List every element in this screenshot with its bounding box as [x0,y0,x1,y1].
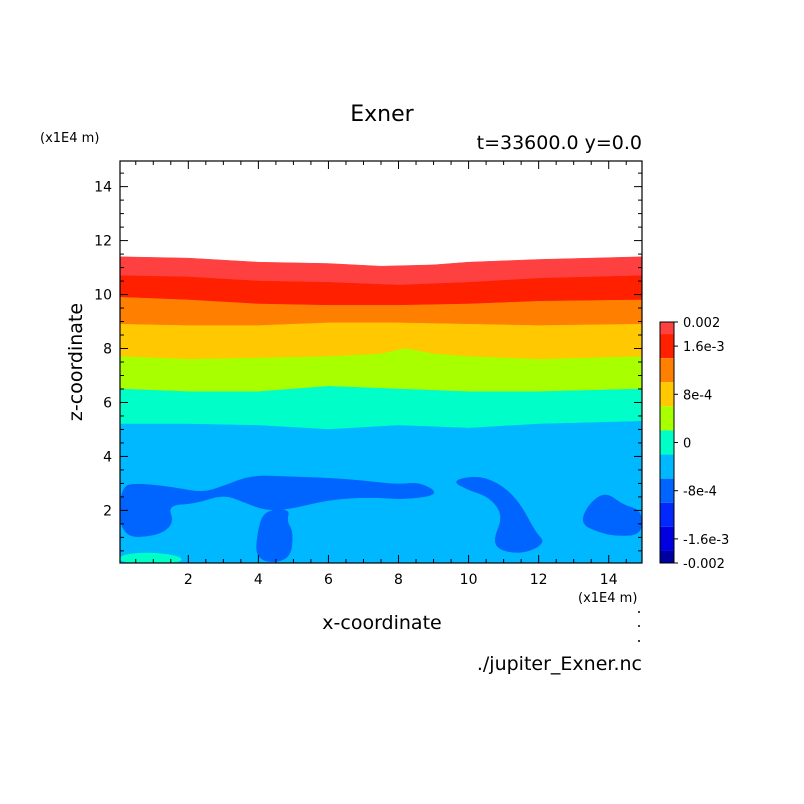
colorbar-swatch-1 [660,334,674,359]
y-tick-label: 14 [94,180,112,196]
y-axis-label: z-coordinate [65,303,87,421]
contour-region-0 [120,475,435,562]
contour-region-2 [582,494,642,536]
colorbar-swatch-10 [660,550,674,563]
y-tick-label: 6 [103,395,112,411]
x-tick-label: 4 [254,572,263,588]
colorbar: 0.002 1.6e-3 8e-4 0 -8e-4 -1.6e-3 -0.002 [659,316,729,572]
colorbar-swatch-0 [660,322,674,335]
marker-dot [638,611,640,613]
marker-dot [638,640,640,642]
x-tick-label: 2 [184,572,193,588]
axes: 2 4 6 8 10 12 14 2 4 6 8 10 12 14 [94,161,642,642]
y-tick-label: 4 [103,449,112,465]
colorbar-tick-label: 0.002 [683,316,720,331]
colorbar-tick-label: -8e-4 [683,485,717,500]
colorbar-swatch-7 [660,478,674,503]
contour-field [120,161,642,563]
colorbar-swatch-2 [660,358,674,383]
x-tick-label: 8 [394,572,403,588]
y-tick-label: 12 [94,234,112,250]
colorbar-tick-label: 0 [683,437,691,452]
contour-region-1 [456,476,543,553]
y-unit-label: (x1E4 m) [40,131,99,146]
colorbar-tick-label: 8e-4 [683,388,712,403]
y-tick-label: 2 [103,503,112,519]
colorbar-tick-label: -0.002 [683,557,725,572]
colorbar-swatch-5 [660,430,674,455]
colorbar-tick-label: 1.6e-3 [683,340,725,355]
colorbar-swatch-3 [660,382,674,407]
x-tick-label: 6 [324,572,333,588]
chart-title: Exner [350,102,414,127]
chart-subtitle: t=33600.0 y=0.0 [477,132,642,154]
x-tick-label: 12 [530,572,548,588]
colorbar-tick-label: -1.6e-3 [683,533,729,548]
colorbar-swatch-4 [660,406,674,431]
x-axis-label: x-coordinate [322,612,441,634]
source-file-label: ./jupiter_Exner.nc [477,653,642,675]
x-tick-label: 10 [460,572,478,588]
colorbar-swatch-9 [660,526,674,551]
y-tick-label: 8 [103,342,112,358]
colorbar-swatch-8 [660,502,674,527]
colorbar-swatch-6 [660,454,674,479]
y-tick-label: 10 [94,288,112,304]
marker-dot [638,625,640,627]
x-tick-label: 14 [600,572,618,588]
x-unit-label: (x1E4 m) [578,591,637,606]
